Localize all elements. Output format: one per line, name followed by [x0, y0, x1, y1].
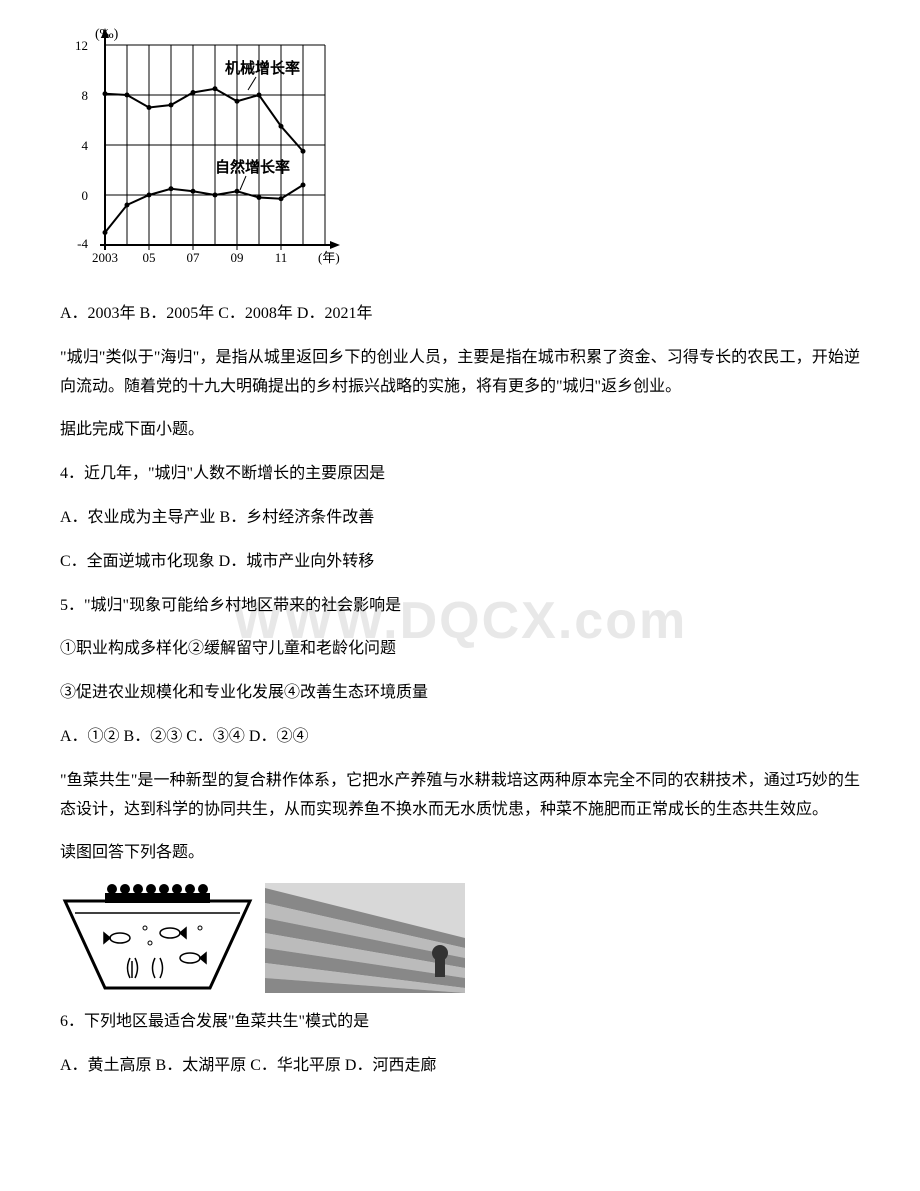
- natural-label: 自然增长率: [215, 158, 290, 176]
- q6-stem: 6．下列地区最适合发展"鱼菜共生"模式的是: [60, 1008, 860, 1037]
- svg-text:8: 8: [82, 88, 89, 103]
- svg-text:2003: 2003: [92, 250, 118, 265]
- q5-item34: ③促进农业规模化和专业化发展④改善生态环境质量: [60, 679, 860, 708]
- mechanical-growth-line: [105, 89, 303, 152]
- q4-options-cd: C．全面逆城市化现象 D．城市产业向外转移: [60, 548, 860, 577]
- q4-options-ab: A．农业成为主导产业 B．乡村经济条件改善: [60, 504, 860, 533]
- q4-stem: 4．近几年，"城归"人数不断增长的主要原因是: [60, 460, 860, 489]
- q5-stem: 5．"城归"现象可能给乡村地区带来的社会影响是: [60, 592, 860, 621]
- natural-growth-line: [105, 185, 303, 233]
- mechanical-label: 机械增长率: [225, 59, 300, 77]
- q5-options: A．①② B．②③ C．③④ D．②④: [60, 723, 860, 752]
- svg-text:4: 4: [82, 138, 89, 153]
- q3-options: A．2003年 B．2005年 C．2008年 D．2021年: [60, 300, 860, 329]
- svg-text:09: 09: [231, 250, 244, 265]
- svg-text:11: 11: [275, 250, 288, 265]
- passage-yucai: "鱼菜共生"是一种新型的复合耕作体系，它把水产养殖与水耕栽培这两种原本完全不同的…: [60, 767, 860, 825]
- svg-text:-4: -4: [77, 236, 88, 251]
- fish-tank-diagram: [60, 883, 255, 993]
- svg-text:0: 0: [82, 188, 89, 203]
- q5-item12: ①职业构成多样化②缓解留守儿童和老龄化问题: [60, 635, 860, 664]
- q6-options: A．黄土高原 B．太湖平原 C．华北平原 D．河西走廊: [60, 1052, 860, 1081]
- growth-rate-chart: (‰) 12 8 4: [60, 20, 860, 280]
- svg-text:07: 07: [187, 250, 201, 265]
- svg-text:05: 05: [143, 250, 156, 265]
- svg-text:(年): (年): [318, 250, 340, 265]
- passage-chenggui: "城归"类似于"海归"，是指从城里返回乡下的创业人员，主要是指在城市积累了资金、…: [60, 344, 860, 402]
- instruction-2: 读图回答下列各题。: [60, 839, 860, 868]
- field-photo: [265, 883, 465, 993]
- instruction-1: 据此完成下面小题。: [60, 416, 860, 445]
- chart-svg: (‰) 12 8 4: [60, 20, 350, 280]
- svg-text:12: 12: [75, 38, 88, 53]
- figure-row: [60, 883, 860, 993]
